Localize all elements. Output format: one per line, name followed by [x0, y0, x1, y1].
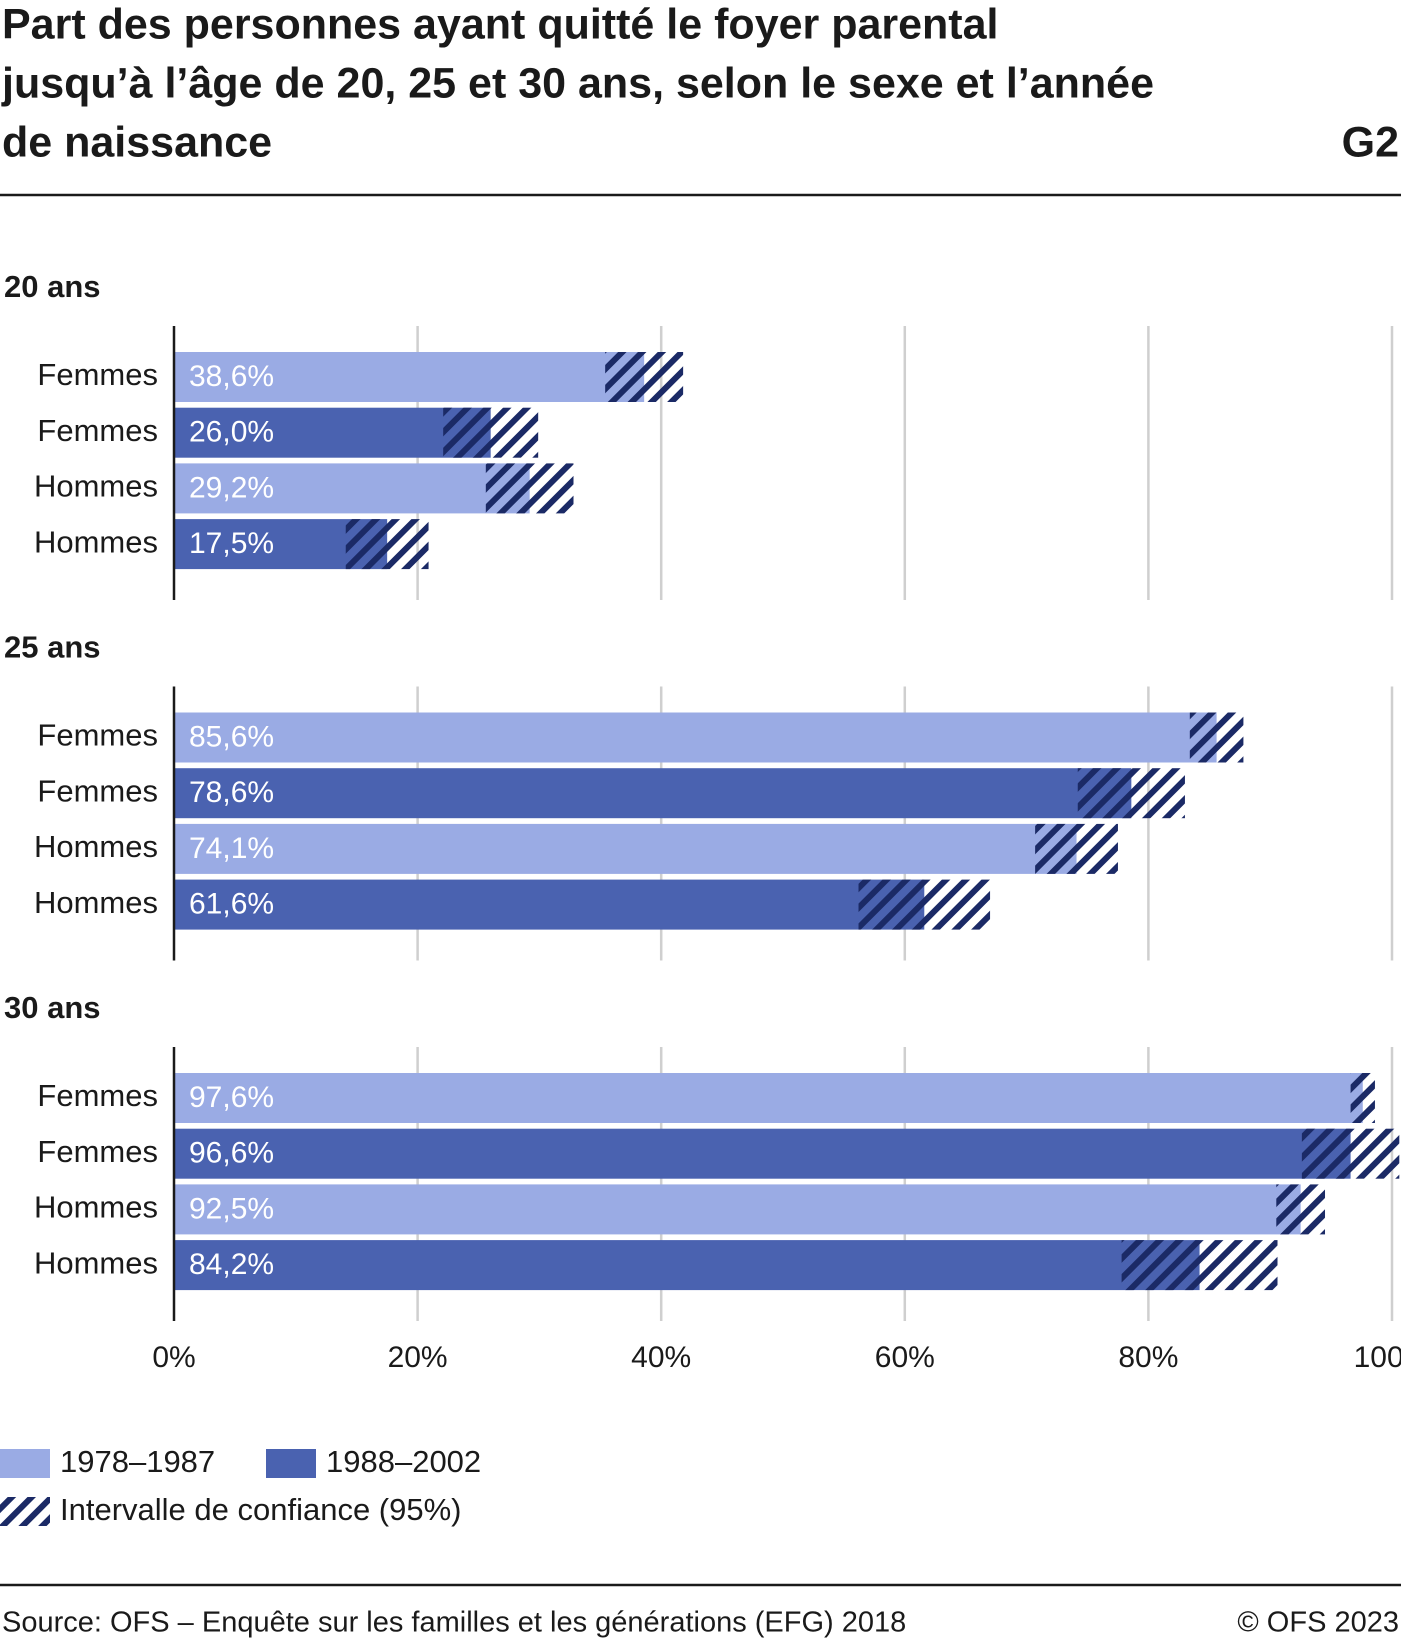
x-tick-label: 80% [1118, 1341, 1178, 1374]
category-label: Femmes [37, 413, 158, 448]
legend-swatch [0, 1497, 50, 1526]
category-label: Femmes [37, 1078, 158, 1113]
error-bar [1350, 1073, 1375, 1123]
x-tick-label: 60% [875, 1341, 935, 1374]
category-label: Femmes [37, 357, 158, 392]
error-bar [1189, 712, 1244, 763]
value-label: 61,6% [189, 888, 274, 921]
source: Source: OFS – Enquête sur les familles e… [2, 1607, 906, 1639]
bar [174, 1240, 1200, 1291]
x-tick-label: 20% [388, 1341, 448, 1374]
category-label: Hommes [34, 885, 158, 920]
bar [174, 823, 1077, 874]
category-label: Hommes [34, 524, 158, 559]
category-label: Hommes [34, 1245, 158, 1280]
legend-swatch [266, 1449, 316, 1478]
error-bar [1301, 1128, 1400, 1179]
value-label: 78,6% [189, 776, 274, 809]
bar [174, 768, 1132, 819]
bar [174, 879, 925, 930]
error-bar [605, 352, 684, 402]
value-label: 26,0% [189, 416, 274, 449]
value-label: 97,6% [189, 1081, 274, 1114]
error-bar [345, 519, 429, 570]
bar [174, 463, 530, 514]
legend-label: 1988–2002 [326, 1444, 481, 1479]
value-label: 96,6% [189, 1137, 274, 1170]
category-label: Femmes [37, 773, 158, 808]
value-label: 17,5% [189, 527, 274, 560]
bar [174, 1073, 1363, 1123]
error-bar [1035, 823, 1118, 874]
category-label: Hommes [34, 829, 158, 864]
panel-title: 30 ans [4, 990, 101, 1025]
panel-title: 25 ans [4, 630, 101, 665]
value-label: 84,2% [189, 1248, 274, 1281]
x-tick-label: 0% [152, 1341, 195, 1374]
category-label: Femmes [37, 718, 158, 753]
legend-label: Intervalle de confiance (95%) [60, 1492, 462, 1527]
chart-title: Part des personnes ayant quitté le foyer… [2, 0, 998, 48]
copyright: © OFS 2023 [1237, 1607, 1399, 1639]
bar [174, 1128, 1351, 1179]
x-tick-label: 100% [1354, 1341, 1401, 1374]
category-label: Femmes [37, 1134, 158, 1169]
chart-title: jusqu’à l’âge de 20, 25 et 30 ans, selon… [1, 59, 1154, 107]
legend-label: 1978–1987 [60, 1444, 215, 1479]
bar [174, 1184, 1301, 1235]
legend-swatch [0, 1449, 50, 1478]
bar [174, 352, 645, 402]
error-bar [485, 463, 574, 514]
value-label: 92,5% [189, 1192, 274, 1225]
value-label: 74,1% [189, 832, 274, 865]
bar [174, 712, 1217, 763]
value-label: 85,6% [189, 720, 274, 753]
x-tick-label: 40% [631, 1341, 691, 1374]
category-label: Hommes [34, 469, 158, 504]
error-bar [443, 407, 539, 458]
panel-title: 20 ans [4, 269, 101, 304]
chart-id: G2 [1342, 118, 1399, 166]
value-label: 29,2% [189, 471, 274, 504]
error-bar [858, 879, 991, 930]
error-bar [1077, 768, 1185, 819]
bar [174, 407, 491, 458]
error-bar [1121, 1240, 1278, 1291]
chart-title: de naissance [2, 118, 272, 166]
category-label: Hommes [34, 1190, 158, 1225]
error-bar [1276, 1184, 1326, 1235]
value-label: 38,6% [189, 360, 274, 393]
